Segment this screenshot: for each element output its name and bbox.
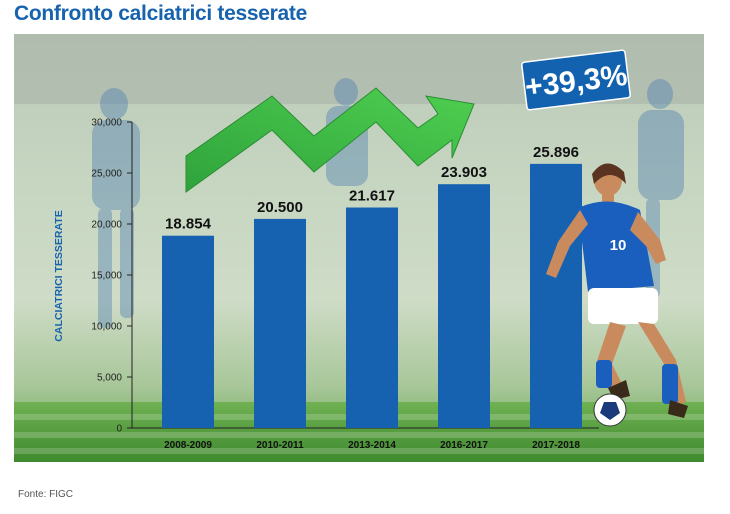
- bar-value-label: 21.617: [349, 188, 395, 205]
- bar-value-label: 20.500: [257, 199, 303, 216]
- y-tick-label: 10,000: [91, 322, 122, 333]
- bar-chart: 0 5,000 10,000 15,000 20,000 25,000 30,000 CAL…: [14, 34, 704, 462]
- soccer-ball: [593, 393, 627, 427]
- x-category-label: 2017-2018: [532, 440, 580, 451]
- growth-arrow: [185, 87, 475, 193]
- bar: [346, 207, 398, 428]
- y-tick-label: 20,000: [91, 220, 122, 231]
- bar-value-label: 23.903: [441, 164, 487, 181]
- growth-badge: +39,3%: [521, 49, 631, 111]
- svg-text:10: 10: [610, 237, 627, 254]
- y-tick-label: 15,000: [91, 271, 122, 282]
- x-category-label: 2013-2014: [348, 440, 396, 451]
- bar: [254, 218, 306, 428]
- bar: [162, 235, 214, 428]
- y-tick-label: 30,000: [91, 118, 122, 129]
- x-category-label: 2016-2017: [440, 440, 488, 451]
- bar: [438, 184, 490, 428]
- player-illustration: 10: [546, 163, 688, 418]
- chart-title: Confronto calciatrici tesserate: [14, 2, 307, 25]
- x-category-label: 2008-2009: [164, 440, 212, 451]
- bar-value-label: 18.854: [165, 216, 212, 233]
- y-tick-label: 0: [116, 424, 122, 435]
- bar-value-label: 25.896: [533, 144, 579, 161]
- x-category-label: 2010-2011: [256, 440, 304, 451]
- y-tick-label: 25,000: [91, 169, 122, 180]
- source-note: Fonte: FIGC: [18, 489, 74, 500]
- y-tick-label: 5,000: [97, 373, 122, 384]
- bar: [530, 163, 582, 429]
- y-axis-label: CALCIATRICI TESSERATE: [53, 210, 65, 341]
